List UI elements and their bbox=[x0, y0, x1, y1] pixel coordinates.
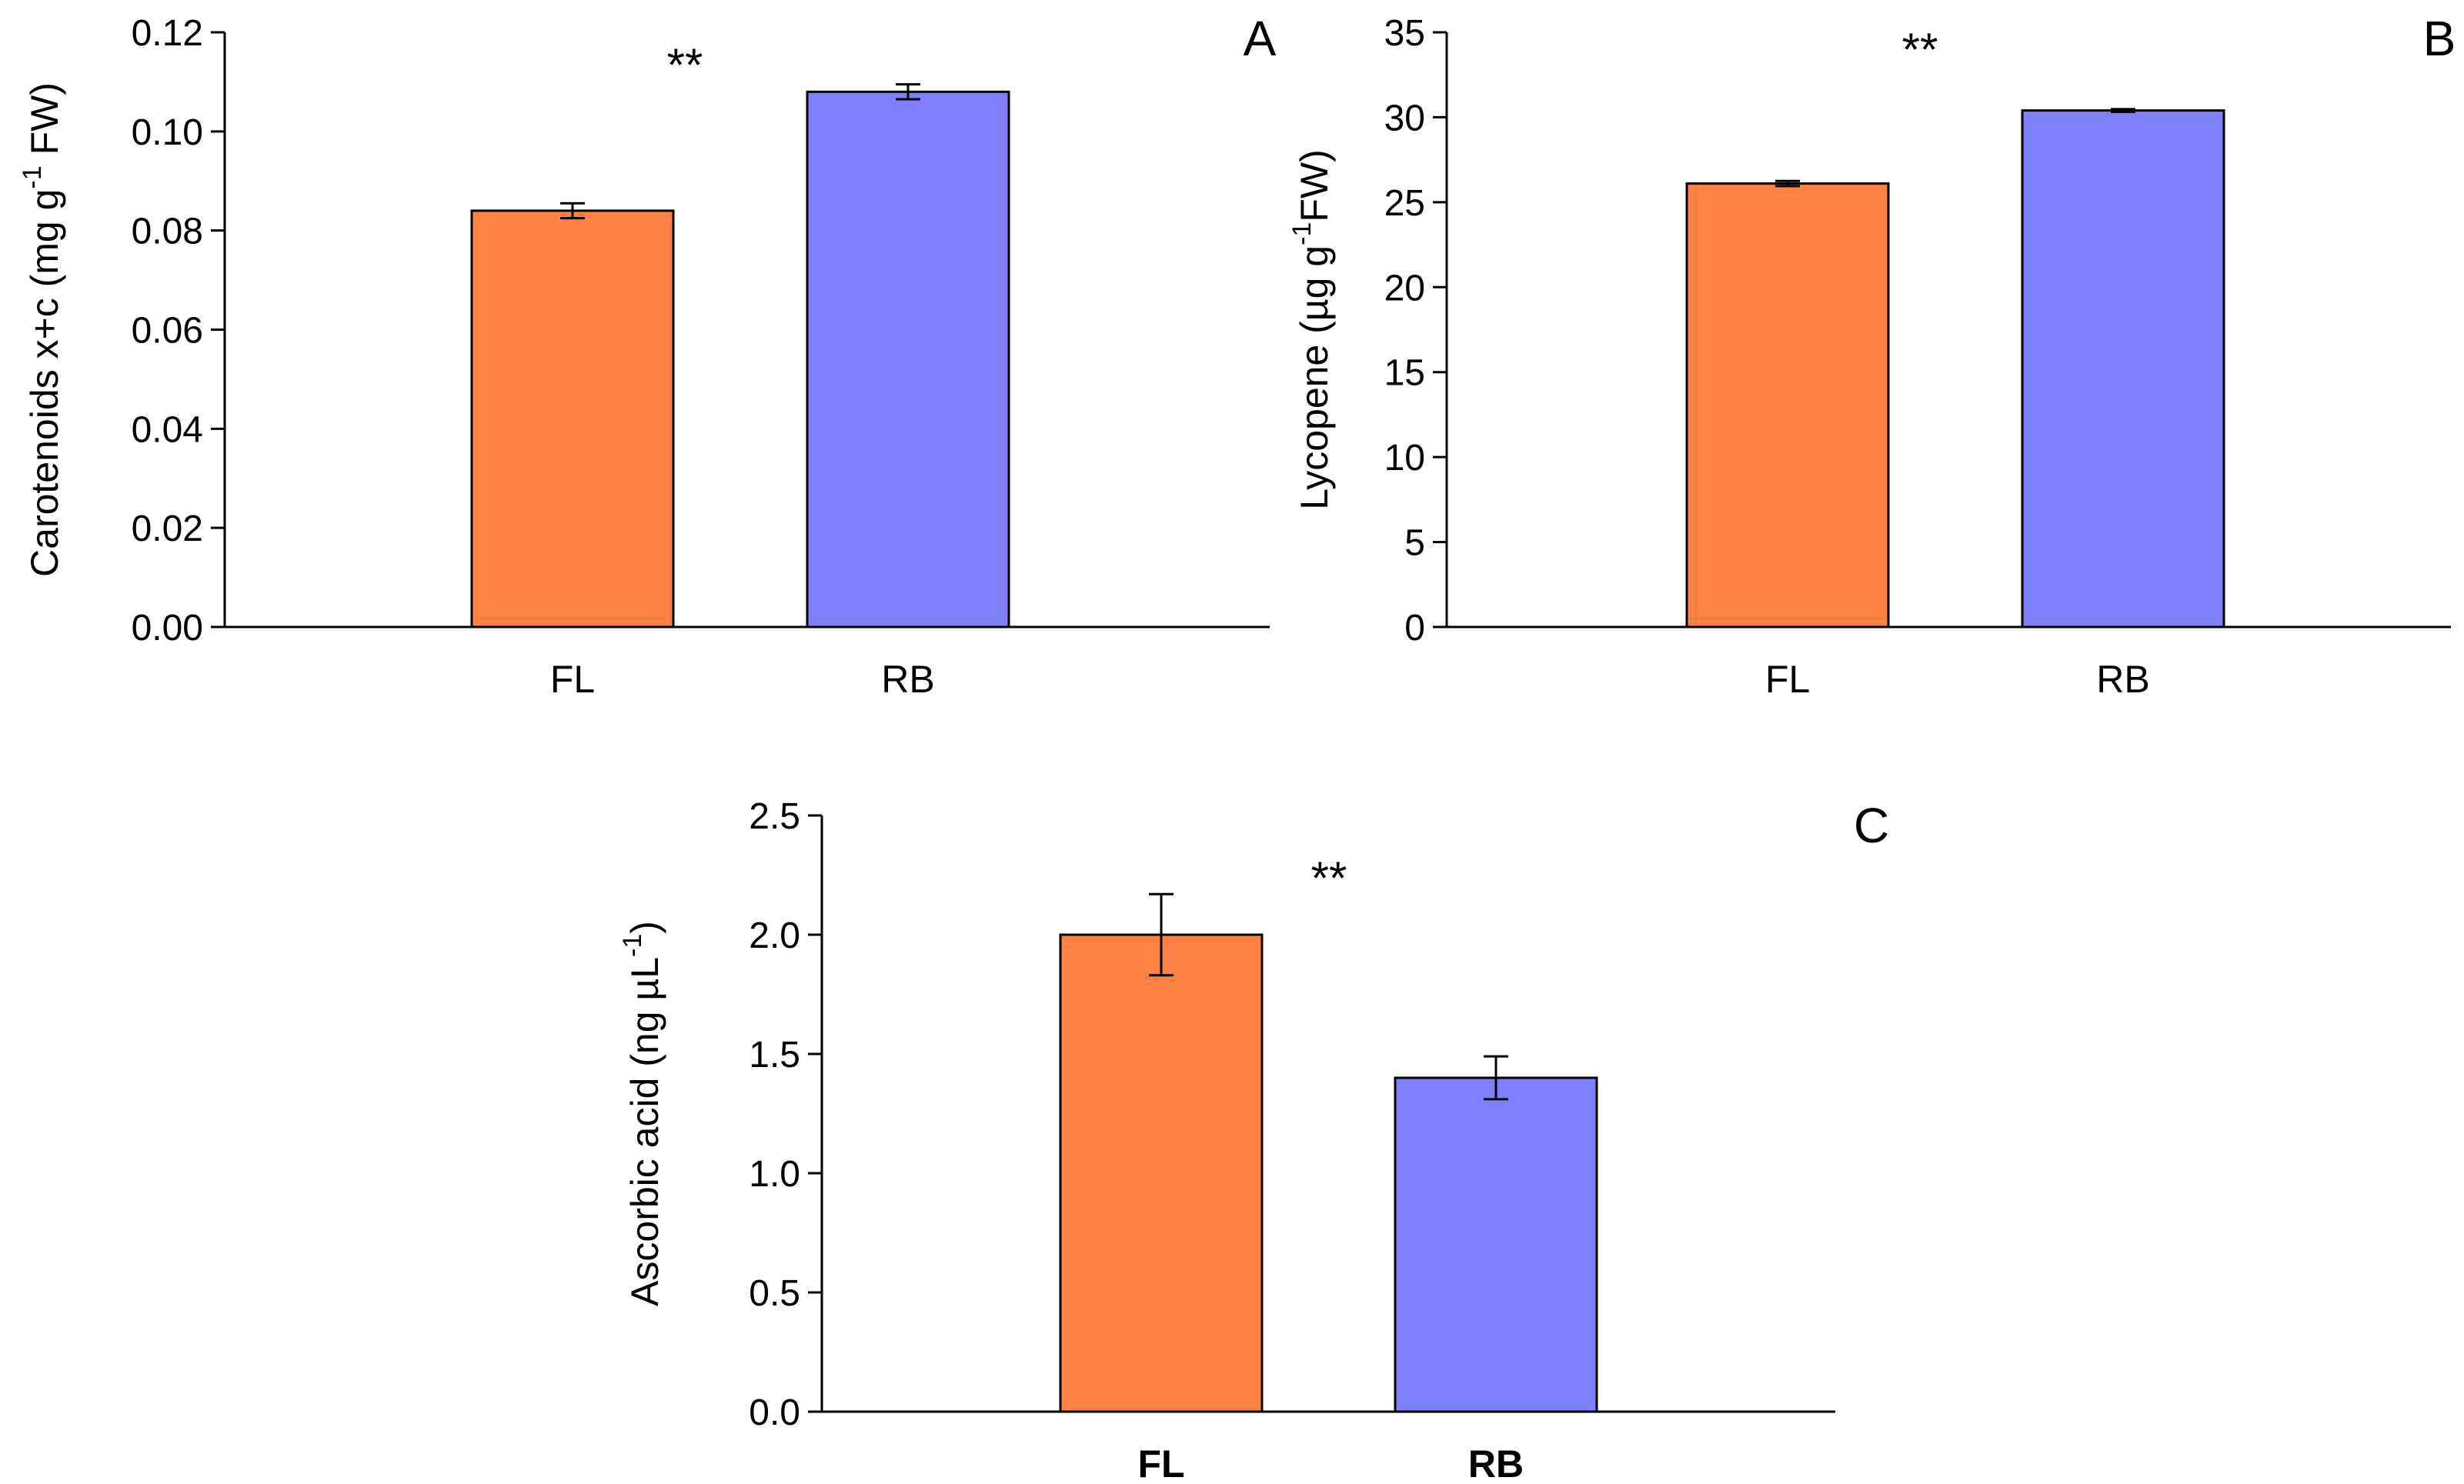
panel-letter-c: C bbox=[1854, 798, 1889, 853]
y-tick-label: 0.04 bbox=[132, 409, 203, 450]
category-label-rb: RB bbox=[1468, 1442, 1524, 1484]
y-tick-label: 15 bbox=[1384, 353, 1425, 394]
y-tick-label: 0 bbox=[1404, 608, 1425, 649]
significance-marker: ** bbox=[1902, 24, 1938, 75]
y-tick-label: 0.10 bbox=[132, 112, 203, 153]
panel-c-chart: FL RB 0.0 0.5 1.0 1.5 2.0 2.5 Ascorbic acid (ng … bbox=[618, 796, 1889, 1484]
y-tick-label: 1.0 bbox=[749, 1154, 800, 1195]
category-label-rb: RB bbox=[2096, 658, 2149, 701]
y-tick-label: 5 bbox=[1404, 523, 1425, 564]
panel-letter-b: B bbox=[2423, 11, 2456, 66]
y-tick-label: 0.06 bbox=[132, 311, 203, 352]
y-tick-label: 0.00 bbox=[132, 608, 203, 649]
y-tick-label: 30 bbox=[1384, 98, 1425, 138]
category-label-fl: FL bbox=[1137, 1442, 1184, 1484]
y-tick-label: 10 bbox=[1384, 438, 1425, 479]
panel-letter-a: A bbox=[1244, 11, 1277, 66]
bar-rb bbox=[806, 90, 1010, 629]
y-tick-label: 1.5 bbox=[749, 1035, 800, 1075]
panel-a-chart: FL RB 0.00 0.02 0.04 0.06 0.08 0.10 0.12 Caroteno… bbox=[18, 11, 1277, 701]
y-tick-label: 2.5 bbox=[749, 796, 800, 837]
y-tick-label: 0.0 bbox=[749, 1392, 800, 1433]
y-axis-title: Carotenoids x+c (mg g-1 FW) bbox=[18, 82, 66, 577]
category-label-rb: RB bbox=[881, 658, 934, 701]
y-tick-label: 35 bbox=[1384, 13, 1425, 54]
bar-fl bbox=[470, 209, 675, 629]
panel-b-chart: FL RB 0 5 10 15 20 25 30 35 Lycopene (µg g-1FW) ** B bbox=[1287, 11, 2456, 701]
y-tick-label: 25 bbox=[1384, 183, 1425, 224]
y-tick-label: 0.02 bbox=[132, 509, 203, 549]
y-tick-label: 0.5 bbox=[749, 1273, 800, 1314]
category-label-fl: FL bbox=[1765, 658, 1810, 701]
significance-marker: ** bbox=[1311, 852, 1347, 904]
y-tick-label: 2.0 bbox=[749, 915, 800, 956]
y-tick-label: 20 bbox=[1384, 268, 1425, 308]
bar-rb bbox=[1394, 1076, 1598, 1413]
bar-fl bbox=[1059, 933, 1264, 1413]
y-tick-label: 0.08 bbox=[132, 212, 203, 252]
significance-marker: ** bbox=[667, 39, 703, 91]
bar-rb bbox=[2021, 109, 2225, 629]
y-axis-title: Ascorbic acid (ng µL-1) bbox=[618, 921, 666, 1306]
bar-fl bbox=[1685, 182, 1890, 629]
category-label-fl: FL bbox=[550, 658, 595, 701]
y-axis-title: Lycopene (µg g-1FW) bbox=[1287, 149, 1336, 509]
y-tick-label: 0.12 bbox=[132, 13, 203, 54]
